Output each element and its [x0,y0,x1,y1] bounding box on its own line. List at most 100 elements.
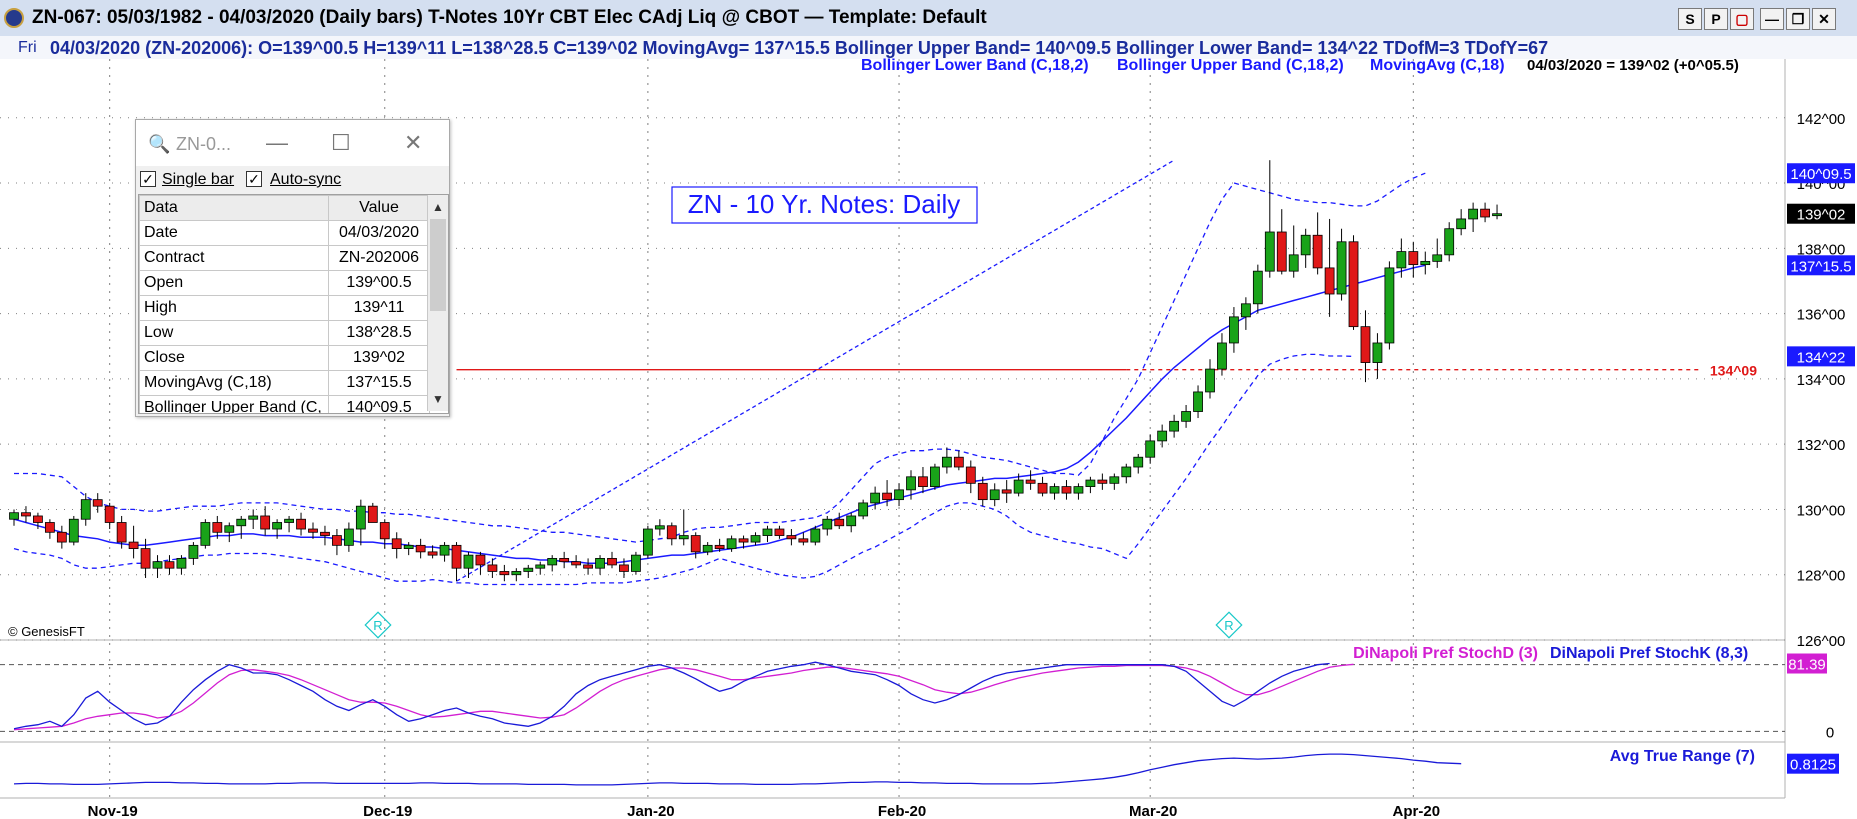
table-row[interactable]: High 139^11 [139,295,430,321]
scroll-thumb[interactable] [430,219,446,311]
candle-body [487,564,498,572]
y-tick-label: 128^00 [1797,568,1846,585]
table-row[interactable]: Bollinger Upper Band (C, 140^09.5 [139,395,430,413]
candle-body [475,554,486,566]
close-icon[interactable]: ✕ [1812,8,1836,30]
candle-body [1097,479,1108,484]
candle-body [894,489,904,501]
row-value: ZN-202006 [328,245,430,271]
candle-body [798,538,809,543]
candle-body [678,535,689,540]
candle-body [642,528,653,556]
candle-body [188,544,199,559]
candle-body [1372,342,1383,363]
candle-body [1480,208,1490,218]
candle-body [1240,303,1251,318]
r-marker-icon [364,611,392,639]
r-marker-icon [1215,611,1243,639]
candle-body [882,492,892,501]
stoch-k-legend: DiNapoli Pref StochK (8,3) [1550,645,1748,662]
candle-body [1252,270,1263,305]
candle-body [511,571,522,576]
row-value: 139^11 [328,295,430,321]
stoch-d-line [13,663,1354,731]
candle-body [547,557,558,566]
candle-body [822,518,833,530]
single-bar-checkbox[interactable]: ✓ [140,171,156,187]
table-row[interactable]: Contract ZN-202006 [139,245,430,271]
candle-body [1217,342,1227,370]
popup-close-icon[interactable]: ✕ [404,130,423,155]
minimize-icon[interactable]: — [1760,8,1784,30]
auto-sync-checkbox[interactable]: ✓ [246,171,262,187]
candle-body [977,482,988,501]
candle-body [176,557,187,569]
candle-body [989,489,1000,501]
candle-body [1073,486,1084,494]
stoch-y-tick: 0 [1826,724,1834,741]
r-marker-letter: R [373,618,382,633]
candle-body [1336,241,1347,295]
candle-body [750,535,761,543]
popup-maximize-icon[interactable]: ☐ [331,130,351,155]
x-tick-label: Apr-20 [1393,803,1441,819]
candle-body [1360,326,1371,363]
candle-body [1492,213,1502,217]
table-row[interactable]: MovingAvg (C,18) 137^15.5 [139,370,430,396]
candle-body [1408,251,1419,266]
price-tag-box [1787,255,1855,276]
popup-title-bar[interactable]: 🔍 ZN-0... — ☐ ✕ [136,120,449,166]
candle-body [571,561,582,566]
scroll-up-icon[interactable]: ▲ [432,200,444,214]
candle-body [834,518,845,527]
candle-body [786,535,797,540]
maximize-icon[interactable]: ❐ [1786,8,1810,30]
data-window-popup[interactable]: 🔍 ZN-0... — ☐ ✕ ✓ Single bar ✓ Auto-sync… [135,119,450,417]
table-row[interactable]: Low 138^28.5 [139,320,430,346]
candle-body [774,528,785,536]
restore-child-icon[interactable]: ▢ [1730,8,1754,30]
s-button[interactable]: S [1678,8,1702,30]
stoch-value-label: 81.39 [1788,657,1826,674]
price-tag-box [1787,346,1855,367]
table-row[interactable]: Open 139^00.5 [139,270,430,296]
popup-minimize-icon[interactable]: — [266,130,288,155]
candle-body [1169,420,1180,432]
auto-sync-label: Auto-sync [270,171,342,188]
single-bar-label: Single bar [162,171,235,188]
candle-body [236,518,247,527]
x-tick-label: Dec-19 [363,803,412,819]
magnifier-icon: 🔍 [148,134,171,154]
popup-title: ZN-0... [176,134,232,154]
col-header-value[interactable]: Value [328,195,430,221]
info-day: Fri [18,39,37,56]
scroll-down-icon[interactable]: ▼ [432,392,444,406]
candle-body [583,564,593,569]
candle-body [738,538,749,543]
y-tick-label: 132^00 [1797,437,1846,454]
candle-body [1037,482,1048,494]
data-grid[interactable]: Data Value Date 04/03/2020 Contract ZN-2020… [138,194,449,414]
quote-info-bar: Fri 04/03/2020 (ZN-202006): O=139^00.5 H… [0,36,1857,59]
candle-body [308,528,318,533]
candle-body [1013,479,1024,494]
candle-body [535,564,546,569]
row-label: MovingAvg (C,18) [139,370,329,396]
candle-body [1025,479,1036,484]
row-label: Low [139,320,329,346]
candle-body [906,476,916,491]
table-row[interactable]: Close 139^02 [139,345,430,371]
candle-body [654,525,665,530]
p-button[interactable]: P [1704,8,1728,30]
col-header-data[interactable]: Data [139,195,329,221]
atr-value-label: 0.8125 [1790,757,1836,774]
grid-scrollbar[interactable]: ▲ ▼ [427,195,448,411]
candle-body [320,531,330,536]
candle-body [702,544,713,553]
candle-body [726,538,737,550]
candle-body [1324,267,1335,295]
candle-body [499,571,510,576]
grid-layer [0,59,1786,799]
table-row[interactable]: Date 04/03/2020 [139,220,430,246]
